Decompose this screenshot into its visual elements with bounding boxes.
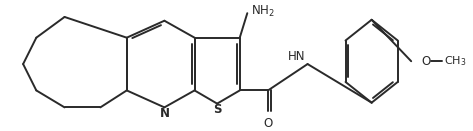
Text: S: S <box>213 103 221 116</box>
Text: O: O <box>421 55 431 68</box>
Text: CH$_3$: CH$_3$ <box>444 54 467 68</box>
Text: HN: HN <box>288 50 305 63</box>
Text: N: N <box>159 107 169 119</box>
Text: NH$_2$: NH$_2$ <box>251 4 275 19</box>
Text: O: O <box>263 117 272 130</box>
